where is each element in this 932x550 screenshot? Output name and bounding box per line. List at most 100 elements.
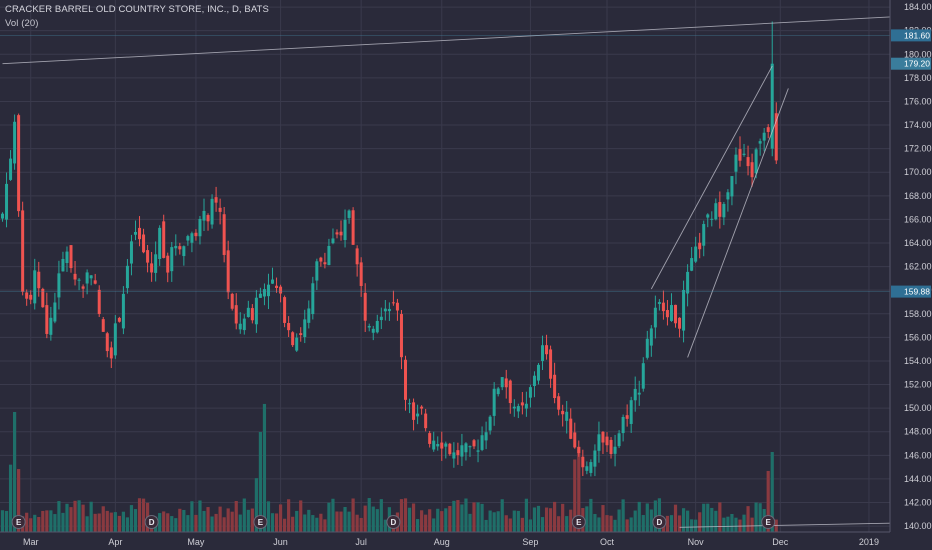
volume-bar	[182, 509, 186, 532]
candle-body	[73, 273, 77, 280]
volume-bar	[93, 513, 97, 532]
volume-bar	[266, 501, 271, 532]
volume-bar	[351, 498, 355, 532]
candle-body	[234, 305, 238, 324]
time-tick-label: Nov	[688, 537, 705, 547]
symbol-title[interactable]: CRACKER BARREL OLD COUNTRY STORE, INC., …	[5, 4, 269, 15]
candle-body	[464, 443, 468, 453]
volume-bar	[540, 517, 545, 532]
volume-bar	[690, 519, 694, 532]
trend-line[interactable]	[679, 522, 922, 528]
volume-bar	[258, 432, 263, 532]
volume-bar	[520, 517, 524, 532]
candle-body	[436, 444, 440, 447]
volume-bar	[605, 515, 609, 532]
volume-bar	[464, 498, 468, 532]
volume-bar	[234, 500, 238, 532]
price-tick-label: 166.00	[904, 214, 932, 224]
volume-bar	[367, 498, 371, 532]
candle-body	[601, 431, 605, 443]
volume-bar	[262, 403, 267, 532]
volume-bar	[536, 505, 541, 532]
volume-bar	[254, 478, 258, 532]
volume-bar	[613, 519, 617, 532]
event-marker-e[interactable]	[571, 515, 586, 529]
candle-body	[226, 250, 230, 293]
volume-bar	[327, 502, 331, 532]
event-marker-d[interactable]	[386, 515, 401, 529]
time-tick-label: May	[187, 537, 205, 547]
trend-line[interactable]	[2, 14, 922, 65]
event-marker-d[interactable]	[652, 515, 667, 529]
candle-body	[399, 314, 403, 358]
volume-bar	[299, 500, 303, 532]
candle-body	[303, 319, 307, 338]
candle-body	[133, 231, 137, 235]
candle-body	[109, 347, 113, 359]
candle-body	[238, 323, 242, 330]
candle-body	[359, 262, 363, 286]
volume-bar	[158, 513, 162, 532]
candle-body	[742, 153, 746, 155]
candle-body	[142, 234, 146, 253]
candle-body	[81, 286, 85, 289]
trend-line[interactable]	[687, 88, 789, 358]
volume-bar	[440, 511, 444, 532]
volume-bar	[548, 508, 553, 532]
price-tick-label: 142.00	[904, 498, 932, 508]
volume-bar	[274, 513, 279, 532]
candle-body	[754, 149, 758, 174]
price-tick-label: 150.00	[904, 403, 932, 413]
candle-body	[460, 445, 464, 457]
event-marker-e[interactable]	[253, 515, 268, 529]
candle-body	[424, 413, 428, 429]
candle-body	[536, 364, 540, 381]
trend-line[interactable]	[650, 65, 773, 290]
candle-body	[379, 316, 383, 321]
candle-body	[17, 115, 21, 212]
candle-body	[404, 359, 407, 400]
price-axis-panel[interactable]	[890, 0, 932, 550]
candle-body	[774, 113, 778, 161]
candle-body	[97, 289, 101, 314]
volume-bar	[77, 500, 81, 532]
candle-body	[275, 285, 279, 289]
event-marker-e[interactable]	[11, 515, 26, 529]
event-marker-d[interactable]	[144, 515, 159, 529]
volume-indicator-label[interactable]: Vol (20)	[5, 18, 39, 29]
volume-bar	[186, 515, 190, 532]
candle-body	[476, 450, 480, 452]
volume-bar	[512, 510, 516, 532]
candle-body	[258, 293, 262, 298]
price-tick-label: 144.00	[904, 474, 932, 484]
volume-bar	[420, 510, 424, 532]
candle-body	[117, 317, 121, 322]
candle-body	[37, 271, 41, 289]
candle-body	[488, 416, 492, 431]
volume-bar	[746, 506, 750, 532]
candle-body	[262, 289, 266, 297]
candle-body	[41, 288, 45, 308]
candle-body	[49, 317, 53, 335]
volume-bar	[97, 513, 101, 532]
volume-bar	[742, 514, 746, 532]
time-axis-panel[interactable]	[0, 532, 932, 550]
candle-body	[428, 433, 432, 444]
event-marker-label: D	[149, 518, 155, 527]
candle-body	[222, 214, 226, 255]
candle-body	[363, 292, 367, 321]
volume-bar	[597, 517, 601, 532]
candle-body	[589, 462, 593, 473]
volume-bar	[444, 508, 448, 532]
volume-bar	[472, 502, 476, 532]
volume-bar	[57, 501, 61, 532]
volume-bar	[287, 499, 291, 532]
event-marker-e[interactable]	[761, 515, 776, 529]
volume-bar	[29, 518, 33, 532]
candle-body	[242, 318, 246, 331]
candle-body	[690, 258, 694, 271]
volume-bar	[323, 519, 327, 532]
